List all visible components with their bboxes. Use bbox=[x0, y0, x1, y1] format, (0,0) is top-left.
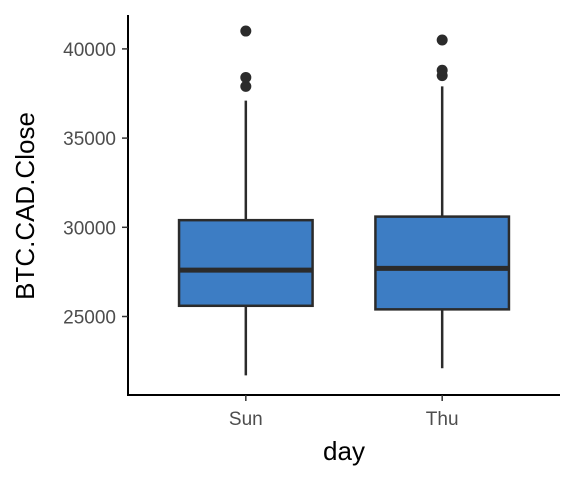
y-tick-label: 40000 bbox=[63, 40, 116, 61]
outlier-point bbox=[436, 64, 448, 76]
outlier-point bbox=[240, 80, 252, 92]
outlier-point bbox=[240, 25, 252, 37]
y-axis-ticks: 25000 30000 35000 40000 bbox=[63, 40, 128, 329]
box-sun bbox=[177, 25, 314, 376]
y-tick-label: 30000 bbox=[63, 218, 116, 239]
box-thu bbox=[374, 34, 511, 369]
outlier-point bbox=[240, 71, 252, 83]
x-axis-title: day bbox=[323, 436, 365, 466]
y-tick-label: 25000 bbox=[63, 308, 116, 329]
iqr-box bbox=[177, 218, 314, 308]
x-axis-ticks: Sun Thu bbox=[229, 395, 459, 430]
outlier-point bbox=[436, 34, 448, 46]
x-tick-label: Thu bbox=[426, 409, 459, 430]
iqr-box bbox=[374, 215, 511, 311]
x-tick-label: Sun bbox=[229, 409, 263, 430]
plot-area bbox=[177, 25, 511, 376]
y-axis-title: BTC.CAD.Close bbox=[10, 112, 40, 300]
y-tick-label: 35000 bbox=[63, 129, 116, 150]
